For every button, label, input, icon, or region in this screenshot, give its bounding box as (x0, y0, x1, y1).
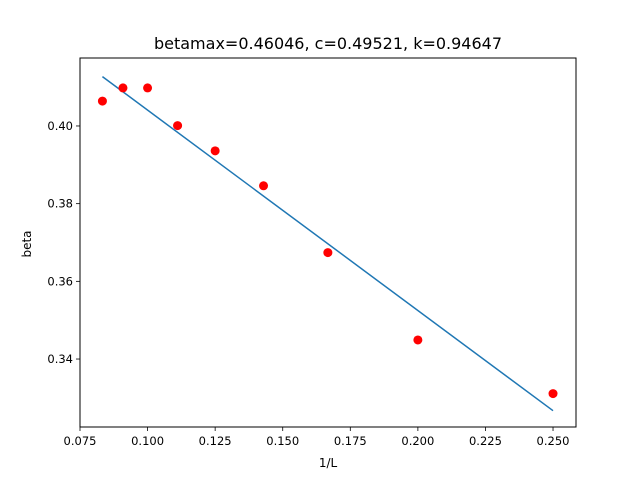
x-tick-label: 0.250 (537, 434, 570, 448)
x-tick-label: 0.200 (401, 434, 434, 448)
data-point (97, 96, 107, 106)
data-point (259, 181, 269, 191)
x-tick-label: 0.225 (469, 434, 502, 448)
y-tick-label: 0.38 (47, 197, 73, 211)
y-tick-label: 0.34 (47, 352, 73, 366)
data-point (323, 248, 333, 258)
data-point (548, 389, 558, 399)
x-tick-label: 0.150 (266, 434, 299, 448)
data-point (413, 335, 423, 345)
data-point (173, 121, 183, 131)
data-point (118, 83, 128, 93)
data-point (143, 83, 153, 93)
fit-line (101, 76, 554, 412)
axes-frame (79, 57, 577, 428)
y-tick-label: 0.36 (47, 274, 73, 288)
x-axis-label: 1/L (319, 456, 338, 470)
y-axis-label: beta (20, 230, 34, 257)
y-tick-label: 0.40 (47, 119, 73, 133)
x-tick-label: 0.075 (64, 434, 97, 448)
axis-ticks: 0.075 0.100 0.125 0.150 0.175 0.200 0.225 0.250… (47, 119, 569, 448)
x-tick-label: 0.125 (199, 434, 232, 448)
chart-title: betamax=0.46046, c=0.49521, k=0.94647 (154, 34, 502, 53)
data-point (210, 146, 220, 156)
x-tick-label: 0.100 (131, 434, 164, 448)
x-tick-label: 0.175 (334, 434, 367, 448)
plot-area (97, 76, 558, 412)
